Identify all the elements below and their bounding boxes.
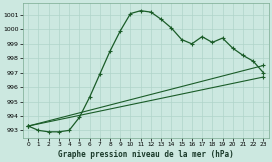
X-axis label: Graphe pression niveau de la mer (hPa): Graphe pression niveau de la mer (hPa) (58, 150, 234, 159)
